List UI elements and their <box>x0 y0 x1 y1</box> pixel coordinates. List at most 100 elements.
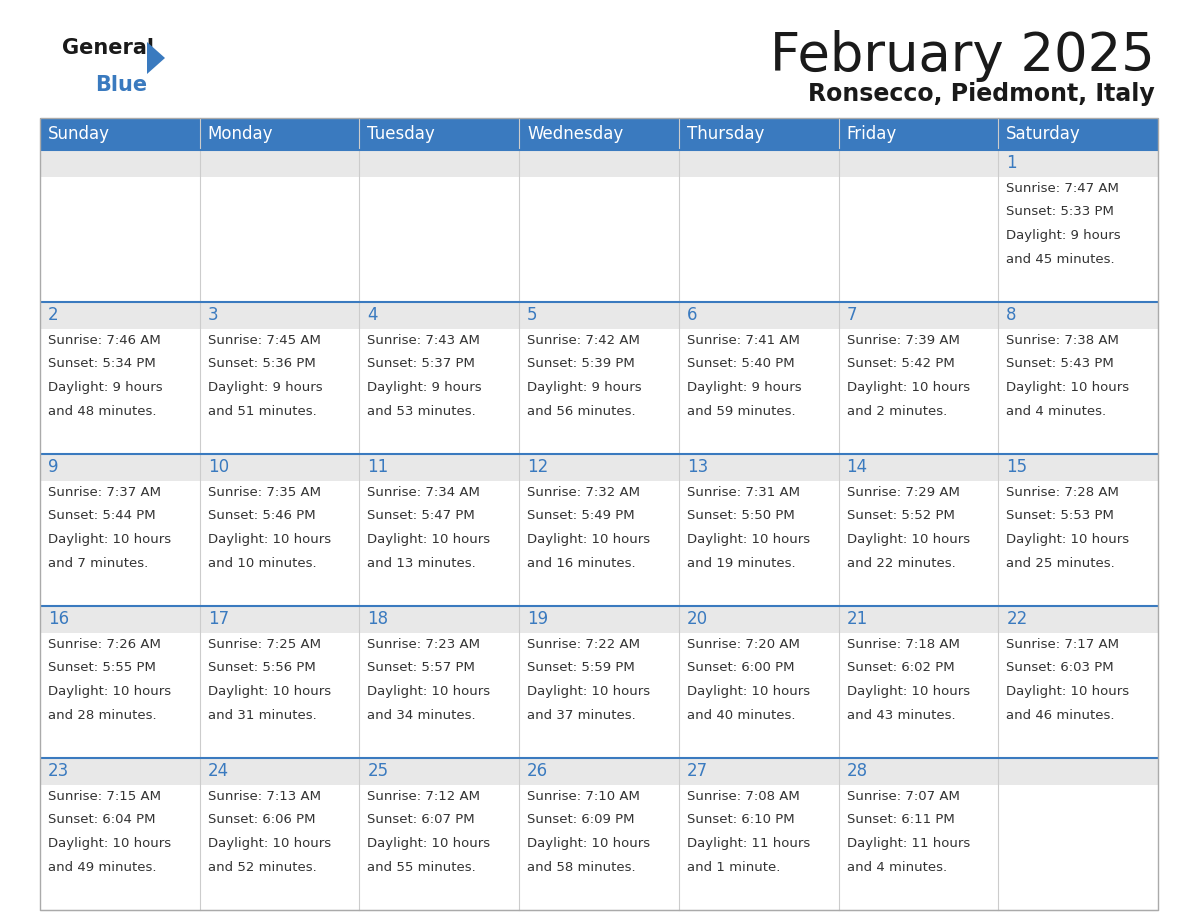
Text: Daylight: 9 hours: Daylight: 9 hours <box>687 381 802 394</box>
Bar <box>200 633 360 758</box>
Bar <box>678 150 839 177</box>
Text: 8: 8 <box>1006 306 1017 324</box>
Text: and 48 minutes.: and 48 minutes. <box>48 405 157 418</box>
Bar <box>998 786 1158 910</box>
Text: Daylight: 10 hours: Daylight: 10 hours <box>527 533 650 546</box>
Text: Daylight: 10 hours: Daylight: 10 hours <box>367 685 491 698</box>
Bar <box>360 330 519 454</box>
Bar <box>678 454 839 481</box>
Text: February 2025: February 2025 <box>770 30 1155 82</box>
Text: Daylight: 11 hours: Daylight: 11 hours <box>847 837 969 850</box>
Text: Sunset: 5:57 PM: Sunset: 5:57 PM <box>367 662 475 675</box>
Text: and 2 minutes.: and 2 minutes. <box>847 405 947 418</box>
Text: 14: 14 <box>847 458 867 476</box>
Text: Daylight: 10 hours: Daylight: 10 hours <box>687 533 810 546</box>
Bar <box>839 454 998 481</box>
Bar <box>200 606 360 633</box>
Text: Daylight: 10 hours: Daylight: 10 hours <box>527 837 650 850</box>
Text: and 34 minutes.: and 34 minutes. <box>367 709 476 722</box>
Text: and 55 minutes.: and 55 minutes. <box>367 860 476 874</box>
Text: Monday: Monday <box>208 125 273 143</box>
Text: Daylight: 10 hours: Daylight: 10 hours <box>208 685 330 698</box>
Bar <box>678 606 839 633</box>
Text: Sunset: 6:06 PM: Sunset: 6:06 PM <box>208 813 315 826</box>
Bar <box>839 330 998 454</box>
Bar <box>998 633 1158 758</box>
Text: Thursday: Thursday <box>687 125 764 143</box>
Text: Sunset: 5:46 PM: Sunset: 5:46 PM <box>208 509 315 522</box>
Bar <box>40 786 200 910</box>
Bar <box>839 758 998 786</box>
Text: Sunrise: 7:34 AM: Sunrise: 7:34 AM <box>367 486 480 498</box>
Bar <box>998 177 1158 302</box>
Bar <box>839 481 998 606</box>
Bar <box>839 786 998 910</box>
Text: and 25 minutes.: and 25 minutes. <box>1006 556 1116 569</box>
Text: and 10 minutes.: and 10 minutes. <box>208 556 316 569</box>
Text: and 49 minutes.: and 49 minutes. <box>48 860 157 874</box>
Text: Sunrise: 7:08 AM: Sunrise: 7:08 AM <box>687 789 800 803</box>
Text: Sunrise: 7:17 AM: Sunrise: 7:17 AM <box>1006 638 1119 651</box>
Text: Sunrise: 7:45 AM: Sunrise: 7:45 AM <box>208 334 321 347</box>
Text: and 7 minutes.: and 7 minutes. <box>48 556 148 569</box>
Text: Daylight: 10 hours: Daylight: 10 hours <box>208 837 330 850</box>
Bar <box>519 330 678 454</box>
Text: Sunrise: 7:29 AM: Sunrise: 7:29 AM <box>847 486 960 498</box>
Bar <box>998 481 1158 606</box>
Text: and 51 minutes.: and 51 minutes. <box>208 405 316 418</box>
Bar <box>678 481 839 606</box>
Text: General: General <box>62 38 154 58</box>
Text: 9: 9 <box>48 458 58 476</box>
Text: 23: 23 <box>48 762 69 780</box>
Bar <box>40 177 200 302</box>
Bar <box>678 758 839 786</box>
Text: Sunrise: 7:20 AM: Sunrise: 7:20 AM <box>687 638 800 651</box>
Bar <box>40 302 200 330</box>
Text: and 13 minutes.: and 13 minutes. <box>367 556 476 569</box>
Text: Daylight: 10 hours: Daylight: 10 hours <box>1006 381 1130 394</box>
Bar <box>839 302 998 330</box>
Text: 3: 3 <box>208 306 219 324</box>
Text: Sunrise: 7:12 AM: Sunrise: 7:12 AM <box>367 789 480 803</box>
Bar <box>40 118 1158 910</box>
Text: Daylight: 9 hours: Daylight: 9 hours <box>527 381 642 394</box>
Text: Sunset: 5:50 PM: Sunset: 5:50 PM <box>687 509 795 522</box>
Bar <box>678 633 839 758</box>
Text: Wednesday: Wednesday <box>527 125 624 143</box>
Text: 7: 7 <box>847 306 857 324</box>
Text: Daylight: 10 hours: Daylight: 10 hours <box>367 837 491 850</box>
Text: Sunrise: 7:25 AM: Sunrise: 7:25 AM <box>208 638 321 651</box>
Bar <box>519 606 678 633</box>
Text: Sunset: 5:34 PM: Sunset: 5:34 PM <box>48 357 156 371</box>
Bar <box>678 330 839 454</box>
Text: Sunrise: 7:13 AM: Sunrise: 7:13 AM <box>208 789 321 803</box>
Bar <box>360 150 519 177</box>
Bar <box>200 330 360 454</box>
Bar <box>200 454 360 481</box>
Text: and 16 minutes.: and 16 minutes. <box>527 556 636 569</box>
Bar <box>360 786 519 910</box>
Bar <box>360 758 519 786</box>
Text: Sunset: 5:49 PM: Sunset: 5:49 PM <box>527 509 634 522</box>
Text: Saturday: Saturday <box>1006 125 1081 143</box>
Text: 6: 6 <box>687 306 697 324</box>
Text: 24: 24 <box>208 762 229 780</box>
Text: and 28 minutes.: and 28 minutes. <box>48 709 157 722</box>
Text: 2: 2 <box>48 306 58 324</box>
Text: 16: 16 <box>48 610 69 628</box>
Bar <box>360 454 519 481</box>
Text: Tuesday: Tuesday <box>367 125 435 143</box>
Bar <box>839 177 998 302</box>
Text: Daylight: 9 hours: Daylight: 9 hours <box>48 381 163 394</box>
Text: Daylight: 10 hours: Daylight: 10 hours <box>1006 533 1130 546</box>
Text: Sunset: 6:00 PM: Sunset: 6:00 PM <box>687 662 795 675</box>
Text: 13: 13 <box>687 458 708 476</box>
Text: 25: 25 <box>367 762 388 780</box>
Text: Sunset: 5:55 PM: Sunset: 5:55 PM <box>48 662 156 675</box>
Text: Daylight: 10 hours: Daylight: 10 hours <box>1006 685 1130 698</box>
Text: Sunset: 5:47 PM: Sunset: 5:47 PM <box>367 509 475 522</box>
Text: 22: 22 <box>1006 610 1028 628</box>
Text: Sunset: 5:36 PM: Sunset: 5:36 PM <box>208 357 316 371</box>
Bar <box>839 633 998 758</box>
Text: 15: 15 <box>1006 458 1028 476</box>
